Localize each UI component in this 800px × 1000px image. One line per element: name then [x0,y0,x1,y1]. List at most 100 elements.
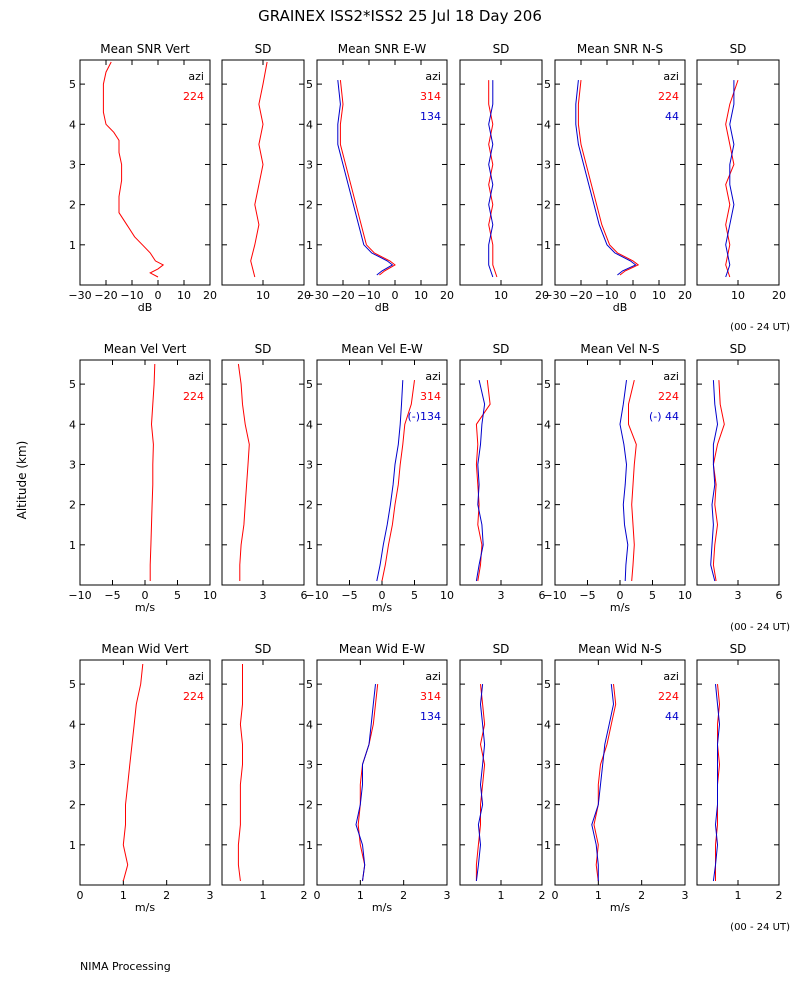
ut-label-row-1: (00 - 24 UT) [730,322,790,333]
y-tick-label: 1 [544,239,551,252]
legend-entry: 224 [658,90,679,103]
x-tick-label: 10 [731,289,745,302]
y-tick-label: 3 [306,158,313,171]
x-tick-label: 1 [595,889,602,902]
legend-entry: 44 [665,110,679,123]
y-tick-label: 2 [69,799,76,812]
x-tick-label: 10 [652,289,666,302]
panel-title: Mean Wid E-W [339,642,425,656]
panel-frame [79,59,211,286]
series-line-1 [237,363,250,581]
series-line-2 [475,684,486,882]
x-tick-label: 20 [535,289,549,302]
panel-title: Mean Vel E-W [341,342,423,356]
y-tick-label: 5 [544,378,551,391]
panel-10: SD 3 6 [459,342,546,602]
panel-frame [696,359,780,586]
panel-frame [554,659,686,886]
series-line-1 [122,663,144,882]
panel-frame [696,59,780,286]
y-tick-label: 4 [69,418,76,431]
panel-7: Mean Vel Vert −10 −5 0 5 10 1 2 3 4 5 m/s azi 224 [68,342,217,614]
x-tick-label: −30 [305,289,328,302]
x-tick-label: 3 [260,589,267,602]
y-tick-label: 1 [306,839,313,852]
legend-entry: 134 [420,710,441,723]
x-tick-label: −5 [104,589,120,602]
x-tick-label: −10 [120,289,143,302]
y-tick-label: 1 [69,239,76,252]
series-line-1 [357,684,379,882]
series-line-1 [149,363,156,581]
panel-title: SD [493,642,510,656]
y-tick-label: 5 [544,678,551,691]
panel-15: Mean Wid E-W 0 1 2 3 1 2 3 4 5 m/s azi 314 134 [306,642,451,914]
x-tick-label: 2 [539,889,546,902]
x-tick-label: −10 [595,289,618,302]
series-line-2 [591,684,615,881]
x-tick-label: 10 [440,589,454,602]
legend-heading: azi [188,370,204,383]
x-tick-label: 2 [776,889,783,902]
panel-title: SD [730,42,747,56]
y-tick-label: 4 [306,718,313,731]
x-tick-label: 2 [638,889,645,902]
legend-entry: 314 [420,390,441,403]
panel-title: SD [730,342,747,356]
y-tick-label: 2 [306,499,313,512]
x-tick-label: 5 [174,589,181,602]
x-tick-label: 10 [256,289,270,302]
panel-frame [554,59,686,286]
x-tick-label: 3 [682,889,689,902]
x-tick-label: 1 [260,889,267,902]
y-tick-label: 2 [69,199,76,212]
series-line-1 [488,80,498,278]
legend-heading: azi [425,70,441,83]
legend-heading: azi [663,70,679,83]
panel-title: SD [255,342,272,356]
y-tick-label: 1 [69,839,76,852]
series-line-2 [475,379,486,582]
x-axis-label: dB [613,301,628,314]
y-tick-label: 3 [544,458,551,471]
x-tick-label: 10 [494,289,508,302]
y-tick-label: 1 [306,239,313,252]
y-tick-label: 4 [306,118,313,131]
x-tick-label: 0 [142,589,149,602]
x-tick-label: 20 [440,289,454,302]
x-tick-label: 0 [630,289,637,302]
x-tick-label: −5 [341,589,357,602]
figure-title: GRAINEX ISS2*ISS2 25 Jul 18 Day 206 [258,7,542,25]
x-tick-label: −10 [357,289,380,302]
x-tick-label: −10 [305,589,328,602]
panel-frame [79,659,211,886]
y-tick-label: 3 [69,458,76,471]
x-tick-label: 1 [735,889,742,902]
x-tick-label: −10 [68,589,91,602]
legend-heading: azi [663,370,679,383]
y-tick-label: 4 [544,418,551,431]
y-tick-label: 4 [544,118,551,131]
legend-entry: 224 [183,690,204,703]
legend-heading: azi [425,370,441,383]
series-line-2 [337,80,394,276]
series-line-2 [376,380,404,582]
x-tick-label: 10 [177,289,191,302]
panel-title: Mean Wid N-S [578,642,662,656]
y-axis-label: Altitude (km) [15,441,29,520]
x-tick-label: 0 [77,889,84,902]
x-tick-label: 6 [776,589,783,602]
panel-title: Mean Wid Vert [101,642,188,656]
panel-17: Mean Wid N-S 0 1 2 3 1 2 3 4 5 m/s azi 224 44 [544,642,689,914]
x-tick-label: 3 [207,889,214,902]
panel-title: SD [730,642,747,656]
series-line-1 [475,684,486,881]
panel-frame [459,59,543,286]
x-tick-label: 3 [444,889,451,902]
legend-entry: 224 [658,690,679,703]
series-line-1 [381,380,415,582]
x-tick-label: 20 [203,289,217,302]
series-line-2 [619,380,629,582]
legend-entry: (-)134 [407,410,441,423]
x-axis-label: m/s [372,601,392,614]
